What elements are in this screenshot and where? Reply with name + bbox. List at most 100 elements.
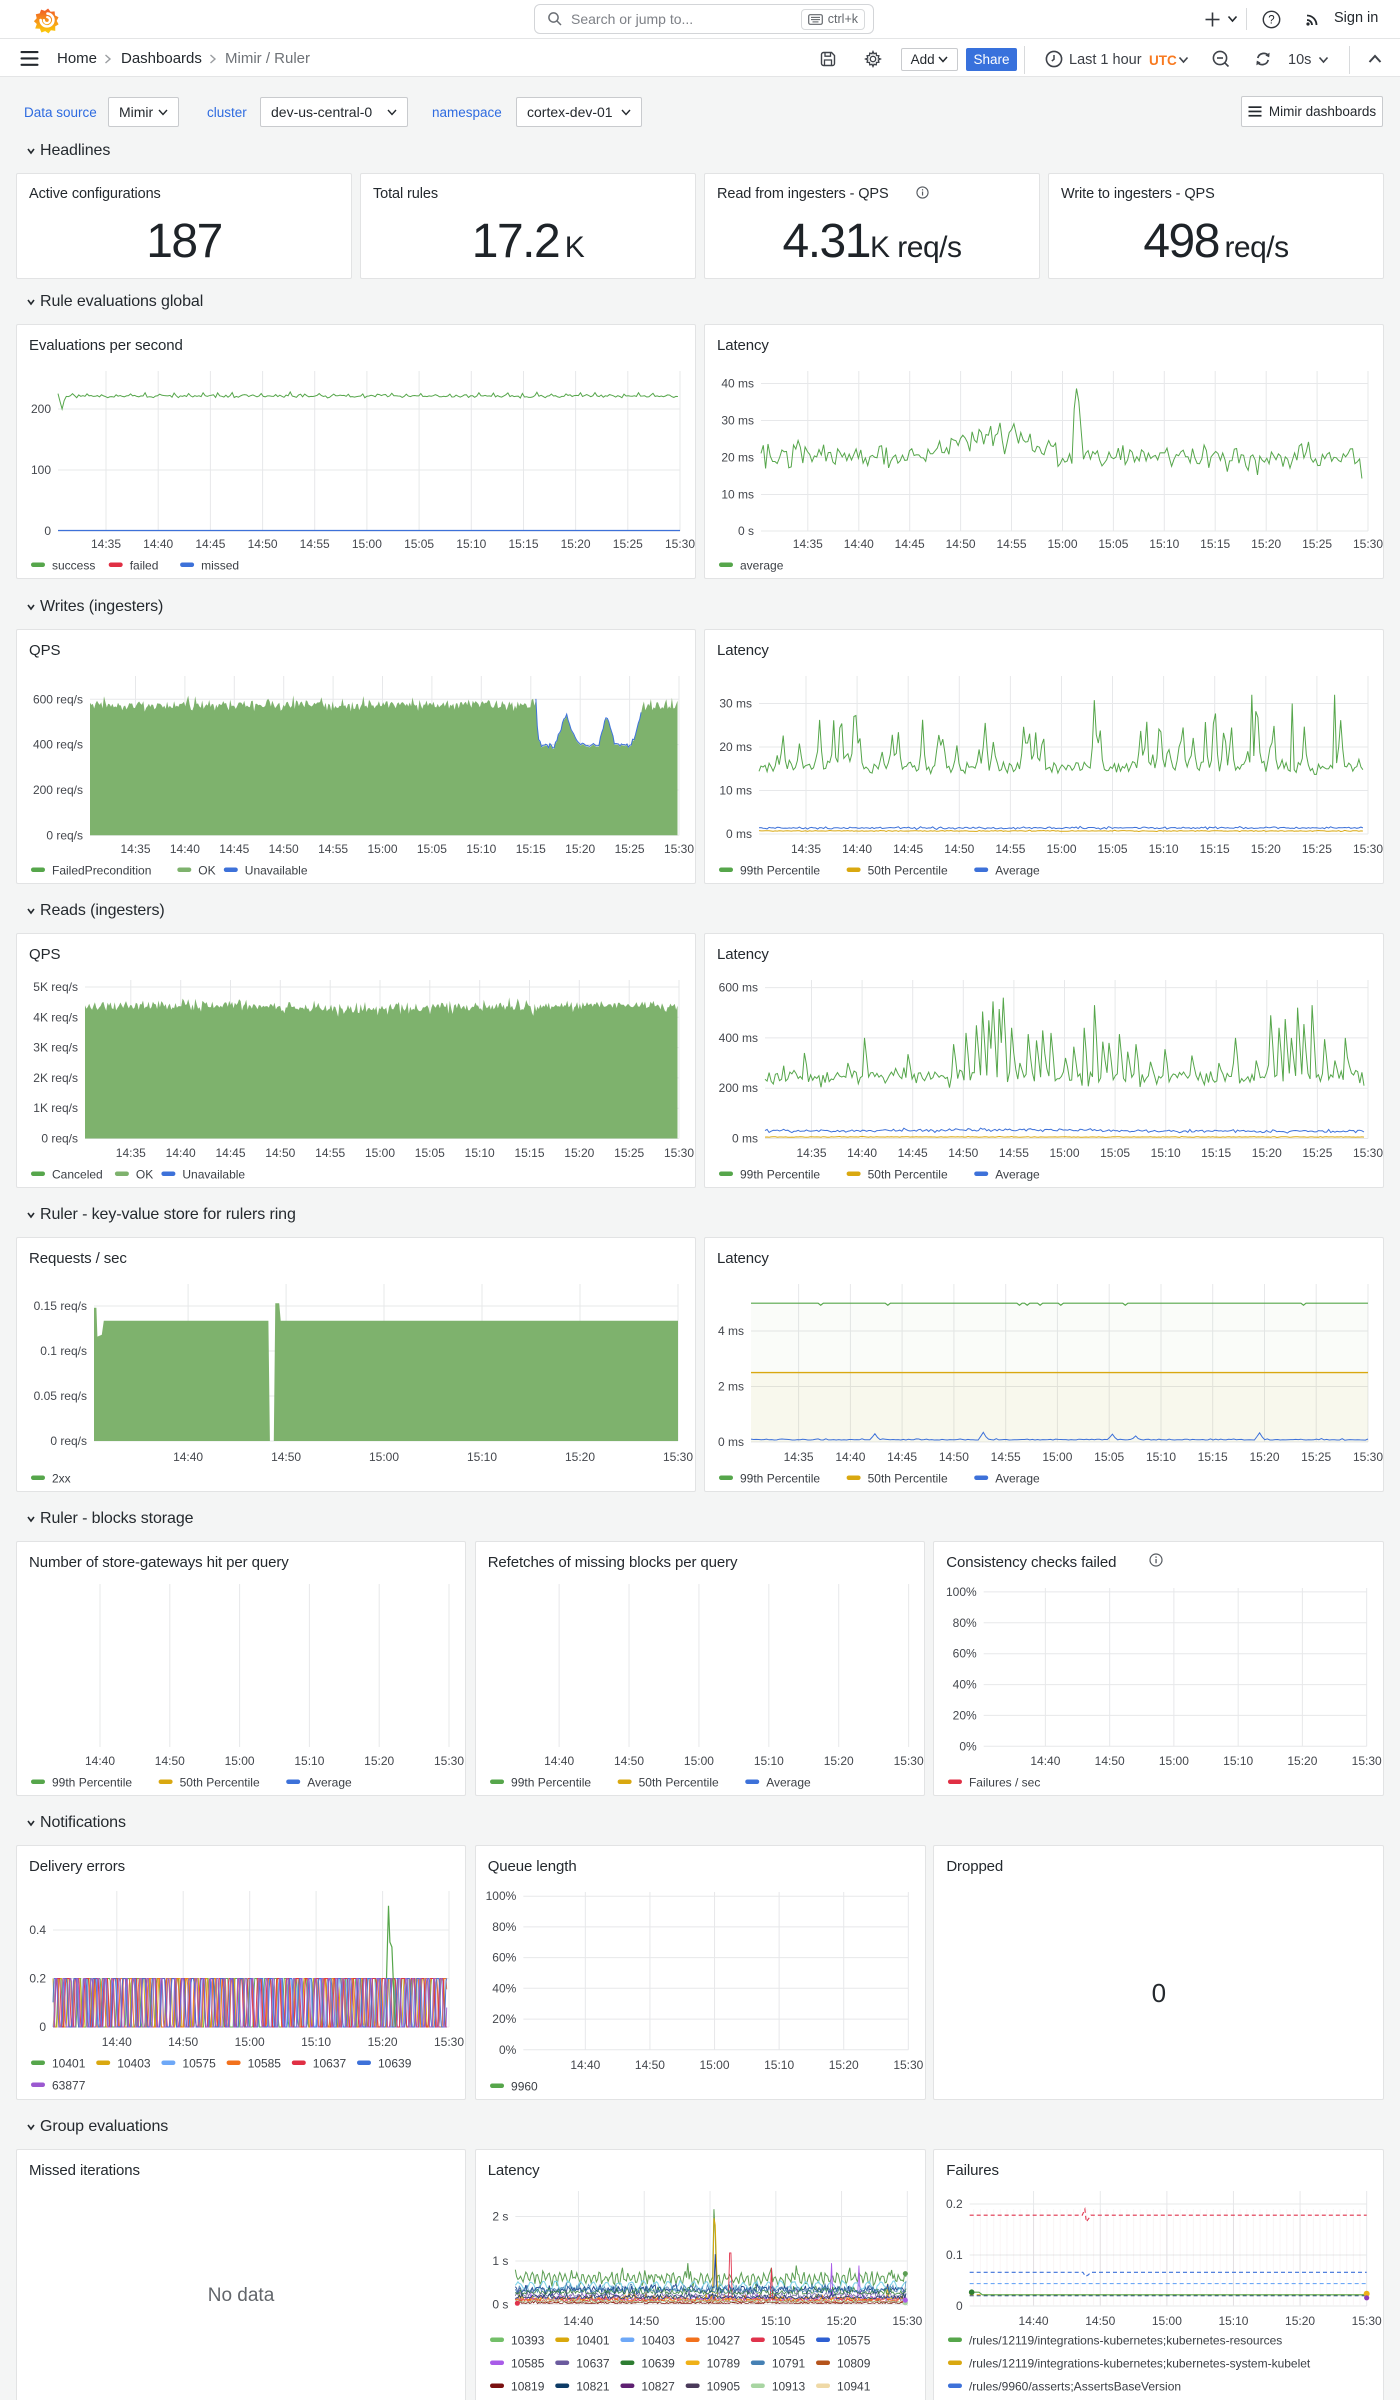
svg-text:15:20: 15:20 — [826, 2314, 856, 2328]
svg-text:15:30: 15:30 — [892, 2314, 922, 2328]
svg-text:100: 100 — [31, 463, 51, 477]
svg-text:1K req/s: 1K req/s — [33, 1101, 78, 1115]
svg-text:14:45: 14:45 — [887, 1450, 917, 1464]
svg-text:99th Percentile: 99th Percentile — [511, 1776, 591, 1790]
svg-text:15:20: 15:20 — [1251, 537, 1281, 551]
svg-text:0%: 0% — [960, 1739, 978, 1753]
svg-text:15:30: 15:30 — [664, 842, 694, 856]
svg-text:14:50: 14:50 — [248, 537, 278, 551]
svg-text:15:00: 15:00 — [684, 1754, 714, 1768]
svg-text:15:00: 15:00 — [225, 1754, 255, 1768]
svg-text:10403: 10403 — [117, 2057, 151, 2071]
svg-text:15:30: 15:30 — [663, 1450, 693, 1464]
svg-text:14:40: 14:40 — [835, 1450, 865, 1464]
svg-text:14:55: 14:55 — [315, 1146, 345, 1160]
svg-text:14:40: 14:40 — [173, 1450, 203, 1464]
svg-text:14:50: 14:50 — [1095, 1754, 1125, 1768]
svg-text:success: success — [52, 559, 95, 573]
svg-text:0.2: 0.2 — [29, 1972, 46, 1986]
svg-text:600 ms: 600 ms — [719, 981, 758, 995]
svg-text:15:00: 15:00 — [1152, 2314, 1182, 2328]
svg-text:15:00: 15:00 — [235, 2035, 265, 2049]
svg-text:600 req/s: 600 req/s — [33, 692, 83, 706]
svg-text:15:30: 15:30 — [893, 2058, 923, 2072]
svg-text:15:30: 15:30 — [1352, 2314, 1382, 2328]
svg-text:14:40: 14:40 — [85, 1754, 115, 1768]
svg-text:0%: 0% — [499, 2043, 517, 2057]
svg-text:Failures / sec: Failures / sec — [969, 1776, 1040, 1790]
svg-text:20%: 20% — [953, 1708, 977, 1722]
svg-text:2 s: 2 s — [492, 2210, 508, 2224]
svg-text:15:10: 15:10 — [456, 537, 486, 551]
svg-text:15:00: 15:00 — [1047, 537, 1077, 551]
svg-text:15:15: 15:15 — [514, 1146, 544, 1160]
svg-text:10585: 10585 — [248, 2057, 282, 2071]
svg-text:15:10: 15:10 — [294, 1754, 324, 1768]
svg-text:5K req/s: 5K req/s — [33, 980, 78, 994]
svg-text:400 req/s: 400 req/s — [33, 738, 83, 752]
svg-text:failed: failed — [130, 559, 159, 573]
svg-text:40%: 40% — [492, 1981, 516, 1995]
svg-text:14:35: 14:35 — [791, 842, 821, 856]
svg-text:15:25: 15:25 — [1302, 1146, 1332, 1160]
svg-text:15:10: 15:10 — [761, 2314, 791, 2328]
svg-text:0 ms: 0 ms — [732, 1132, 758, 1146]
svg-text:14:40: 14:40 — [563, 2314, 593, 2328]
svg-text:4K req/s: 4K req/s — [33, 1010, 78, 1024]
svg-text:14:45: 14:45 — [219, 842, 249, 856]
svg-text:15:25: 15:25 — [613, 537, 643, 551]
svg-text:14:35: 14:35 — [793, 537, 823, 551]
svg-text:15:10: 15:10 — [466, 842, 496, 856]
svg-text:Canceled: Canceled — [52, 1168, 103, 1182]
svg-text:14:55: 14:55 — [300, 537, 330, 551]
svg-text:1 s: 1 s — [492, 2254, 508, 2268]
svg-text:0 req/s: 0 req/s — [50, 1434, 87, 1448]
svg-text:0.2: 0.2 — [946, 2197, 963, 2211]
svg-text:15:10: 15:10 — [1151, 1146, 1181, 1160]
svg-text:14:35: 14:35 — [116, 1146, 146, 1160]
svg-text:15:05: 15:05 — [1098, 537, 1128, 551]
svg-text:15:00: 15:00 — [367, 842, 397, 856]
svg-text:14:50: 14:50 — [944, 842, 974, 856]
svg-text:0 req/s: 0 req/s — [46, 828, 83, 842]
svg-text:10913: 10913 — [772, 2380, 806, 2394]
svg-text:10427: 10427 — [706, 2334, 740, 2348]
svg-text:15:30: 15:30 — [1353, 842, 1383, 856]
svg-text:15:05: 15:05 — [415, 1146, 445, 1160]
svg-text:100%: 100% — [946, 1585, 977, 1599]
svg-text:30 ms: 30 ms — [719, 697, 752, 711]
svg-text:10809: 10809 — [837, 2357, 871, 2371]
svg-text:15:10: 15:10 — [764, 2058, 794, 2072]
svg-text:100%: 100% — [485, 1889, 516, 1903]
svg-text:14:45: 14:45 — [898, 1146, 928, 1160]
svg-text:60%: 60% — [953, 1647, 977, 1661]
svg-text:15:30: 15:30 — [1352, 1754, 1382, 1768]
svg-text:20 ms: 20 ms — [719, 740, 752, 754]
svg-text:10821: 10821 — [576, 2380, 610, 2394]
svg-text:14:40: 14:40 — [847, 1146, 877, 1160]
svg-text:15:15: 15:15 — [508, 537, 538, 551]
svg-text:2xx: 2xx — [52, 1472, 71, 1486]
svg-text:10827: 10827 — [641, 2380, 675, 2394]
svg-text:15:30: 15:30 — [1353, 1450, 1383, 1464]
svg-text:200: 200 — [31, 402, 51, 416]
svg-text:40%: 40% — [953, 1678, 977, 1692]
svg-text:80%: 80% — [492, 1920, 516, 1934]
svg-text:400 ms: 400 ms — [719, 1031, 758, 1045]
svg-text:10941: 10941 — [837, 2380, 871, 2394]
svg-text:15:10: 15:10 — [1149, 842, 1179, 856]
svg-text:15:15: 15:15 — [1201, 1146, 1231, 1160]
svg-text:15:20: 15:20 — [561, 537, 591, 551]
svg-text:Average: Average — [307, 1776, 352, 1790]
svg-text:14:45: 14:45 — [215, 1146, 245, 1160]
svg-text:average: average — [740, 559, 784, 573]
svg-text:99th Percentile: 99th Percentile — [740, 1168, 820, 1182]
svg-text:200 ms: 200 ms — [719, 1081, 758, 1095]
svg-text:10 ms: 10 ms — [721, 488, 754, 502]
svg-text:15:10: 15:10 — [1149, 537, 1179, 551]
svg-text:Average: Average — [995, 1472, 1040, 1486]
svg-text:OK: OK — [136, 1168, 153, 1182]
svg-text:OK: OK — [198, 864, 215, 878]
svg-text:50th Percentile: 50th Percentile — [638, 1776, 718, 1790]
svg-text:15:20: 15:20 — [1252, 1146, 1282, 1160]
